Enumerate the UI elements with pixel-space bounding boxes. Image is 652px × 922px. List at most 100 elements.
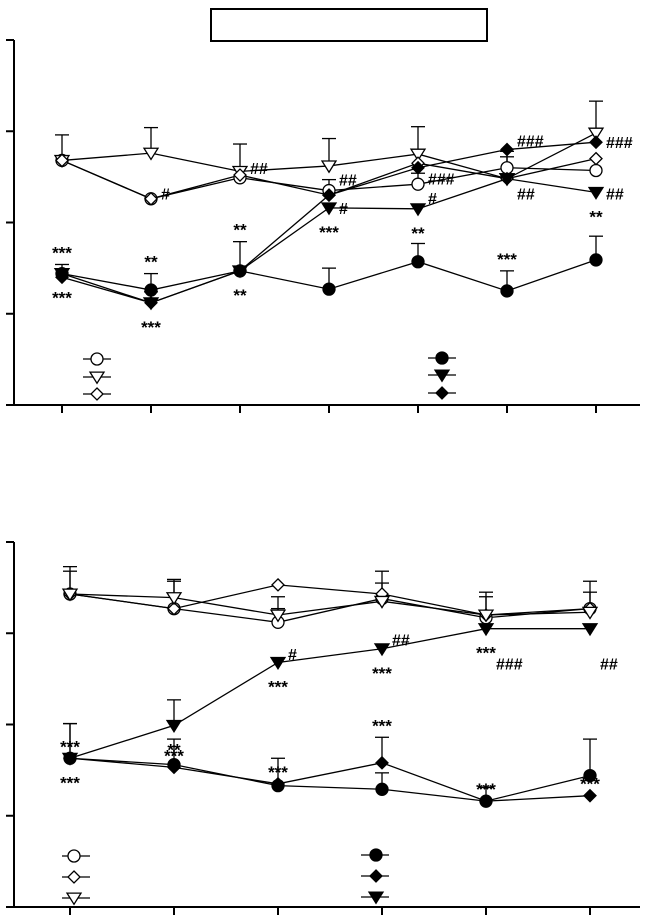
significance-label: *** bbox=[52, 243, 72, 262]
data-point-s2 bbox=[409, 148, 427, 162]
significance-label: ** bbox=[167, 740, 181, 759]
hash-annotation: # bbox=[161, 186, 170, 203]
data-point-s6 bbox=[589, 135, 603, 150]
significance-label: ** bbox=[144, 253, 158, 272]
significance-label: *** bbox=[268, 763, 288, 782]
series-line-5 bbox=[69, 757, 591, 802]
data-point-s4 bbox=[375, 782, 389, 796]
significance-label: *** bbox=[52, 289, 72, 308]
data-point-s3 bbox=[269, 609, 287, 623]
significance-label: *** bbox=[164, 746, 184, 765]
significance-label: ** bbox=[233, 221, 247, 240]
data-point-s6 bbox=[165, 719, 183, 733]
significance-label: *** bbox=[60, 773, 80, 792]
legend-marker bbox=[367, 891, 385, 905]
data-point-s1 bbox=[411, 177, 425, 191]
legend-marker bbox=[90, 387, 104, 401]
significance-label: *** bbox=[372, 716, 392, 735]
significance-label: *** bbox=[141, 318, 161, 337]
data-point-s6 bbox=[581, 623, 599, 637]
data-point-s4 bbox=[589, 253, 603, 267]
data-point-s2 bbox=[167, 601, 181, 616]
legend-marker bbox=[65, 892, 83, 906]
data-point-s3 bbox=[581, 606, 599, 620]
data-point-s3 bbox=[61, 588, 79, 602]
data-point-s2 bbox=[271, 577, 285, 592]
hash-annotation: ### bbox=[496, 656, 523, 673]
data-point-s5 bbox=[375, 755, 389, 770]
data-point-s6 bbox=[61, 752, 79, 766]
hash-annotation: # bbox=[428, 191, 437, 208]
series-line-4 bbox=[69, 757, 591, 802]
data-point-s5 bbox=[498, 173, 516, 187]
hash-annotation: ### bbox=[606, 135, 633, 152]
legend-marker bbox=[435, 386, 449, 400]
data-point-s6 bbox=[269, 656, 287, 670]
legend-marker bbox=[369, 869, 383, 883]
data-point-s6 bbox=[477, 623, 495, 637]
data-point-s6 bbox=[233, 263, 247, 278]
legend-marker bbox=[435, 351, 449, 365]
data-point-s5 bbox=[271, 776, 285, 791]
hash-annotation: ## bbox=[392, 633, 410, 650]
data-point-s4 bbox=[144, 283, 158, 297]
data-point-s3 bbox=[144, 191, 158, 206]
data-point-s4 bbox=[583, 768, 597, 783]
significance-label: *** bbox=[476, 780, 496, 799]
series-line-3 bbox=[69, 593, 591, 616]
series-line-6 bbox=[69, 628, 590, 759]
data-point-s3 bbox=[55, 153, 69, 168]
hash-annotation: # bbox=[339, 201, 348, 218]
chart-panel-1: *** ****************** ****###############… bbox=[6, 39, 640, 413]
data-point-s6 bbox=[55, 270, 69, 285]
data-point-s5 bbox=[167, 760, 181, 775]
data-point-s2 bbox=[142, 147, 160, 161]
significance-label: *** bbox=[476, 644, 496, 663]
data-point-s6 bbox=[144, 295, 158, 310]
legend-marker bbox=[433, 369, 451, 383]
data-point-s6 bbox=[373, 643, 391, 657]
hash-annotation: ## bbox=[339, 173, 357, 190]
legend-marker bbox=[67, 849, 81, 863]
data-point-s4 bbox=[322, 282, 336, 296]
significance-label: *** bbox=[268, 677, 288, 696]
significance-label: *** bbox=[319, 223, 339, 242]
hash-annotation: ## bbox=[600, 656, 618, 673]
legend-marker bbox=[369, 848, 383, 862]
data-point-s5 bbox=[583, 788, 597, 803]
hash-annotation: ## bbox=[517, 186, 535, 203]
data-point-s2 bbox=[320, 160, 338, 174]
significance-label: *** bbox=[580, 775, 600, 794]
data-point-s3 bbox=[373, 595, 391, 609]
data-point-s3 bbox=[165, 592, 183, 606]
legend-marker bbox=[90, 352, 104, 366]
data-point-s6 bbox=[322, 188, 336, 203]
data-point-s3 bbox=[477, 609, 495, 623]
data-point-s6 bbox=[500, 142, 514, 157]
chart-panel-2: *** ************ *****************###### ## bbox=[6, 541, 640, 915]
significance-label: *** bbox=[372, 664, 392, 683]
legend-marker bbox=[88, 371, 106, 385]
significance-label: ** bbox=[589, 207, 603, 226]
data-point-s1 bbox=[589, 163, 603, 178]
data-point-s5 bbox=[320, 202, 338, 216]
data-point-s2 bbox=[587, 127, 605, 141]
data-point-s5 bbox=[409, 203, 427, 217]
hash-annotation: ### bbox=[428, 172, 455, 189]
data-point-s5 bbox=[479, 794, 493, 809]
hash-annotation: ### bbox=[517, 133, 544, 150]
hash-annotation: ## bbox=[606, 186, 624, 203]
data-point-s4 bbox=[411, 255, 425, 269]
significance-label: *** bbox=[60, 737, 80, 756]
data-point-s5 bbox=[587, 186, 605, 200]
hash-annotation: ## bbox=[250, 161, 268, 178]
data-point-s3 bbox=[589, 151, 603, 166]
title-box bbox=[210, 8, 488, 42]
legend-marker bbox=[67, 870, 81, 884]
data-point-s3 bbox=[233, 168, 247, 182]
significance-label: ** bbox=[411, 224, 425, 243]
data-point-s6 bbox=[411, 160, 425, 175]
hash-annotation: # bbox=[288, 647, 297, 664]
significance-label: *** bbox=[497, 250, 517, 269]
